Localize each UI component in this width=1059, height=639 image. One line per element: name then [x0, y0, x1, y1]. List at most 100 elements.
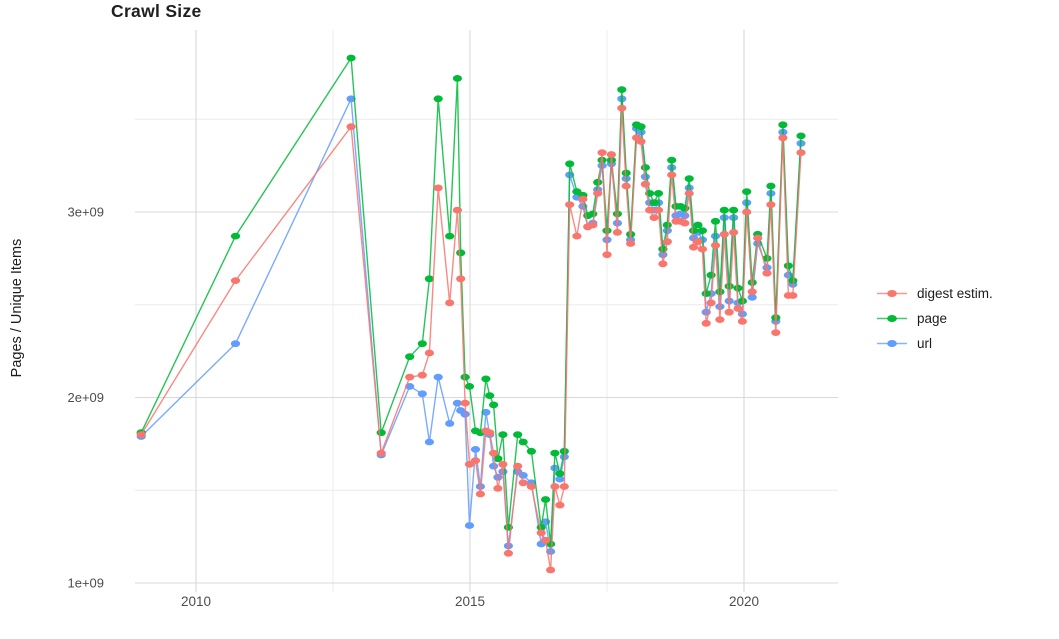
legend-item-page: page	[876, 311, 993, 326]
data-point	[724, 282, 734, 290]
data-point	[526, 483, 537, 490]
data-point	[762, 255, 772, 262]
data-point	[550, 449, 560, 457]
data-point	[503, 549, 513, 557]
data-point	[636, 138, 646, 145]
data-point	[424, 275, 434, 283]
data-point	[742, 188, 752, 196]
legend-key-url-icon	[877, 340, 907, 347]
data-point	[640, 164, 651, 171]
data-point	[771, 329, 781, 336]
data-point	[778, 134, 788, 142]
data-point	[626, 240, 636, 247]
legend-label-url: url	[917, 336, 933, 351]
data-point	[701, 319, 711, 327]
data-point	[550, 464, 560, 472]
legend-label-page: page	[917, 311, 948, 326]
data-point	[658, 260, 668, 268]
legend: digest estim. page url	[876, 286, 993, 361]
data-point	[667, 171, 677, 179]
data-point	[572, 232, 582, 240]
data-point	[405, 353, 415, 361]
data-point	[684, 190, 694, 197]
data-point	[456, 249, 466, 257]
data-point	[445, 420, 455, 427]
data-point	[747, 293, 757, 301]
data-point	[796, 149, 806, 157]
gridlines	[135, 30, 838, 592]
data-point	[445, 299, 455, 307]
data-point	[498, 460, 508, 468]
data-point	[452, 75, 462, 82]
data-point	[706, 299, 716, 307]
data-point	[778, 121, 788, 129]
data-point	[602, 251, 612, 259]
data-point	[470, 446, 481, 453]
data-point	[733, 305, 743, 312]
data-point	[546, 566, 556, 574]
data-point	[719, 206, 729, 214]
data-point	[733, 284, 743, 292]
series-line	[140, 98, 802, 553]
data-point	[565, 201, 575, 209]
data-point	[689, 227, 699, 235]
data-point	[766, 201, 776, 209]
data-point	[684, 175, 694, 183]
data-point	[464, 383, 475, 390]
data-point	[719, 230, 729, 238]
data-point	[645, 206, 655, 214]
data-point	[710, 217, 721, 225]
data-point	[737, 297, 748, 305]
data-point	[518, 438, 528, 446]
data-point	[498, 431, 508, 438]
data-point	[475, 490, 485, 498]
data-point	[136, 431, 146, 438]
data-point	[621, 169, 631, 177]
data-point	[636, 123, 646, 131]
data-point	[565, 160, 575, 168]
data-point	[481, 375, 491, 383]
data-point	[706, 271, 716, 279]
data-point	[617, 104, 627, 112]
data-point	[376, 449, 386, 457]
data-point	[346, 54, 356, 62]
data-point	[715, 288, 725, 296]
data-point	[518, 479, 528, 487]
data-point	[597, 149, 607, 157]
data-point	[424, 349, 434, 357]
data-point	[417, 390, 427, 398]
data-point	[588, 210, 598, 218]
data-point	[481, 408, 491, 416]
data-point	[555, 475, 565, 483]
data-point	[693, 238, 703, 246]
x-tick-label: 2010	[181, 594, 211, 609]
data-point	[460, 399, 470, 407]
data-point	[689, 243, 699, 251]
data-point	[445, 232, 455, 240]
data-point	[456, 275, 466, 283]
data-point	[405, 373, 415, 381]
legend-key-page-icon	[877, 315, 907, 322]
data-point	[710, 242, 721, 249]
data-point	[667, 156, 677, 164]
data-point	[433, 95, 443, 103]
data-point	[452, 399, 462, 407]
data-point	[729, 206, 739, 214]
data-point	[559, 483, 569, 490]
data-point	[536, 529, 546, 537]
legend-label-digest: digest estim.	[917, 286, 993, 301]
data-point	[593, 178, 603, 186]
data-point	[230, 277, 241, 284]
data-point	[526, 447, 537, 455]
data-point	[555, 470, 565, 477]
data-point	[376, 429, 386, 437]
data-point	[788, 277, 798, 284]
data-point	[460, 373, 470, 381]
data-point	[588, 221, 598, 229]
data-point	[653, 190, 664, 197]
data-point	[653, 206, 664, 214]
data-point	[621, 182, 631, 190]
data-point	[640, 180, 651, 188]
